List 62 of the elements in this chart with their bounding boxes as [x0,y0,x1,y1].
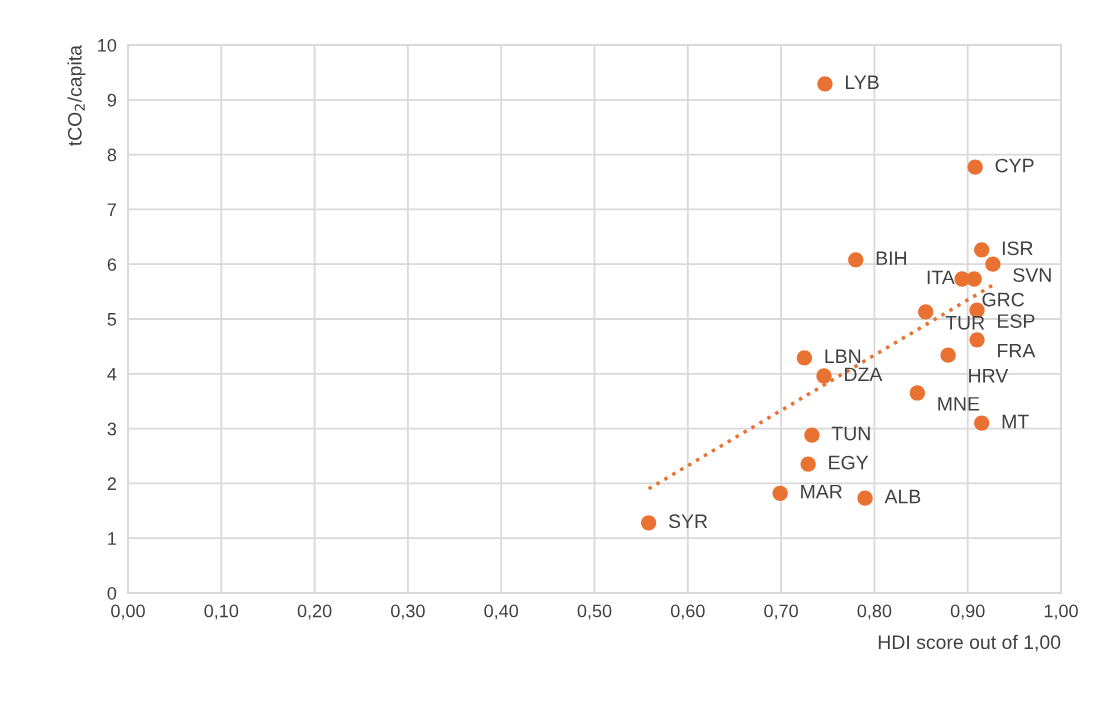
data-label: ALB [884,489,921,504]
data-label: BIH [876,251,907,265]
y-tick-label: 2 [107,477,116,490]
data-label: SYR [668,514,708,529]
point [817,76,833,92]
x-tick-label: 0,50 [577,604,612,620]
data-label: MT [1002,414,1029,429]
data-label: TUR [945,316,985,330]
data-label: LBN [825,349,861,363]
data-label: FRA [998,343,1036,358]
point [967,159,983,175]
point [985,256,1001,272]
x-tick-label: 0,80 [857,604,892,620]
y-tick-label: 4 [107,367,117,381]
point [772,485,788,501]
x-axis-title: HDI score out of 1,00 [878,634,1061,652]
point [816,368,832,384]
data-label: EGY [829,455,869,470]
y-tick-label: 3 [107,422,117,436]
x-tick-label: 1,00 [1044,604,1078,620]
point [974,242,990,258]
point [966,271,982,287]
x-tick-label: 0,00 [111,604,145,620]
x-tick-label: 0,90 [950,604,985,620]
point [918,304,934,320]
x-tick-label: 0,40 [484,604,519,620]
point [804,427,820,443]
y-tick-label: 10 [98,38,117,52]
data-label: MAR [801,484,842,499]
y-tick-label: 1 [108,532,117,545]
point [969,332,985,348]
data-label: ITA [927,270,955,285]
data-label: GRC [982,292,1025,307]
x-tick-label: 0,60 [670,604,705,620]
point [800,456,816,472]
y-tick-label: 9 [107,93,117,107]
y-tick-label: 5 [107,313,117,326]
point [796,350,813,366]
y-tick-label: 7 [107,203,116,216]
x-tick-label: 0,10 [204,604,239,620]
data-label: HRV [969,369,1009,383]
x-tick-label: 0,70 [764,604,798,620]
data-label: LYB [845,75,879,89]
point [848,252,864,268]
point [640,515,657,531]
point [940,347,956,363]
data-label: ESP [998,314,1035,328]
point [909,385,925,401]
y-tick-label: 8 [107,148,117,162]
data-label: SVN [1013,268,1051,282]
y-axis-title: tCO$_{2}$/capita [67,45,86,147]
y-tick-label: 0 [107,586,117,600]
y-tick-label: 6 [107,258,117,271]
data-label: DZA [845,367,883,382]
point [857,490,873,506]
data-label: ISR [1002,241,1033,256]
data-label: TUN [831,426,870,441]
data-label: CYP [995,158,1034,173]
data-label: MNE [938,397,980,411]
point [974,415,990,431]
x-tick-label: 0,20 [297,604,332,620]
x-tick-label: 0,30 [391,604,425,620]
